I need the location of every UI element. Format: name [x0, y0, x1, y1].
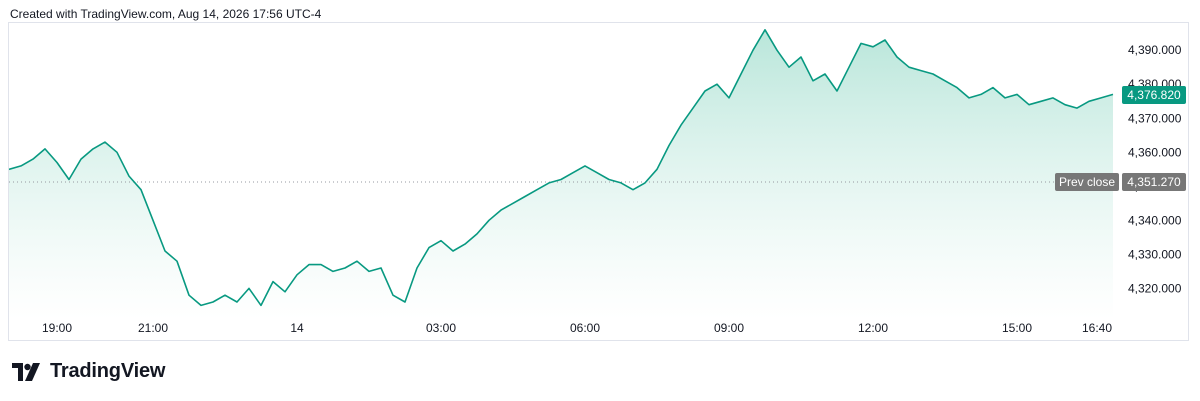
prev-close-price-label: 4,351.270 — [1127, 175, 1181, 189]
chart-frame[interactable]: 4,320.0004,330.0004,340.0004,350.0004,36… — [8, 22, 1189, 341]
y-tick-label: 4,360.000 — [1128, 145, 1182, 159]
y-tick-label: 4,320.000 — [1128, 281, 1182, 295]
x-tick-label: 21:00 — [138, 321, 168, 335]
x-axis[interactable]: 19:00 21:00 14 03:00 06:00 09:00 12:00 15:00 16:… — [42, 321, 1112, 335]
x-tick-label: 06:00 — [570, 321, 600, 335]
x-tick-label: 09:00 — [714, 321, 744, 335]
prev-close-price-badge — [1122, 172, 1186, 191]
x-tick-label: 15:00 — [1002, 321, 1032, 335]
y-tick-label: 4,340.000 — [1128, 213, 1182, 227]
x-tick-label: 16:40 — [1082, 321, 1112, 335]
tradingview-logo-text: TradingView — [50, 360, 166, 382]
price-area-fill — [9, 29, 1113, 320]
tradingview-logo-icon — [12, 362, 40, 381]
last-price-badge — [1122, 86, 1186, 105]
x-tick-label: 03:00 — [426, 321, 456, 335]
y-tick-label: 4,370.000 — [1128, 111, 1182, 125]
y-tick-label: 4,390.000 — [1128, 43, 1182, 57]
y-tick-label: 4,330.000 — [1128, 247, 1182, 261]
price-line — [9, 29, 1114, 307]
price-chart[interactable]: 4,320.0004,330.0004,340.0004,350.0004,36… — [9, 23, 1190, 342]
created-with-header: Created with TradingView.com, Aug 14, 20… — [10, 7, 322, 21]
y-axis[interactable]: 4,320.0004,330.0004,340.0004,350.0004,36… — [1128, 43, 1182, 295]
tradingview-logo[interactable]: TradingView — [12, 360, 165, 383]
price-badges: 4,376.820 4,351.270 Prev close — [1055, 86, 1186, 191]
prev-close-text-label: Prev close — [1059, 175, 1115, 189]
x-tick-label: 14 — [290, 321, 304, 335]
prev-close-text-badge — [1055, 172, 1119, 191]
last-price-label: 4,376.820 — [1127, 88, 1181, 102]
x-tick-label: 19:00 — [42, 321, 72, 335]
x-tick-label: 12:00 — [858, 321, 888, 335]
